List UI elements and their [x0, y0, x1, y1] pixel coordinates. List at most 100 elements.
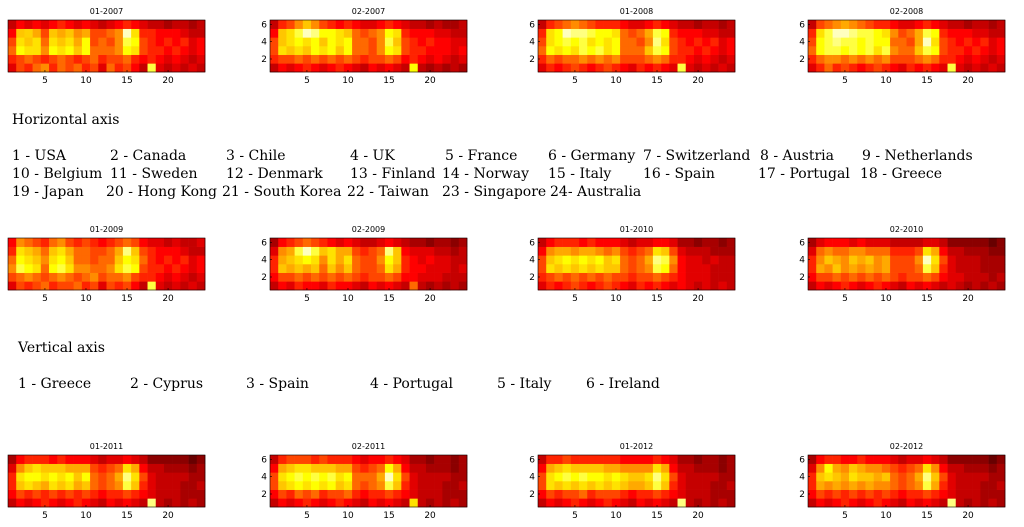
heatmap-cell — [972, 463, 981, 473]
heatmap-cell — [963, 489, 973, 499]
heatmap-cell — [376, 481, 386, 490]
heatmap-cell — [16, 246, 25, 256]
heatmap-cell — [980, 498, 989, 508]
heatmap-cell — [90, 281, 99, 291]
heatmap-cell — [188, 20, 198, 29]
heatmap-cell — [857, 455, 866, 464]
heatmap-cell — [286, 481, 295, 490]
heatmap-cell — [906, 281, 916, 291]
heatmap-cell — [620, 63, 629, 73]
heatmap-cell — [286, 455, 295, 464]
heatmap-cell — [417, 255, 427, 265]
heatmap-cell — [972, 455, 981, 464]
heatmap-cell — [972, 281, 981, 291]
heatmap-cell — [857, 28, 866, 38]
heatmap-cell — [360, 498, 369, 508]
heatmap-cell — [693, 238, 703, 247]
heatmap-cell — [155, 246, 165, 256]
heatmap-cell — [155, 489, 165, 499]
heatmap-cell — [808, 498, 817, 508]
heatmap-cell — [458, 238, 468, 247]
heatmap-cell — [816, 463, 825, 473]
heatmap-cell — [890, 481, 899, 490]
heatmap-cell — [980, 46, 989, 55]
heatmap-cell — [180, 246, 189, 256]
heatmap-cell — [570, 463, 580, 473]
heatmap-cell — [57, 63, 66, 73]
heatmap-cell — [106, 37, 116, 47]
heatmap-cell — [425, 238, 435, 247]
heatmap-cell — [16, 264, 25, 273]
heatmap-cell — [603, 20, 613, 29]
heatmap-cell — [81, 238, 91, 247]
heatmap-cell — [857, 238, 866, 247]
heatmap-cell — [963, 281, 973, 291]
heatmap-cell — [49, 28, 58, 38]
x-tick-label: 15 — [651, 511, 662, 521]
heatmap-cell — [881, 246, 891, 256]
heatmap-cell — [458, 498, 468, 508]
heatmap-cell — [294, 281, 304, 291]
heatmap-cell — [270, 489, 279, 499]
heatmap-cell — [595, 46, 604, 55]
y-tick-label: 4 — [799, 38, 805, 48]
heatmap-cell — [180, 481, 189, 490]
heatmap-cell — [881, 281, 891, 291]
heatmap-cell — [106, 472, 116, 482]
heatmap-cell — [384, 238, 394, 247]
heatmap-cell — [401, 272, 410, 282]
heatmap-cell — [40, 272, 50, 282]
heatmap-cell — [890, 455, 899, 464]
heatmap-cell — [628, 238, 637, 247]
heatmap-cell — [458, 463, 468, 473]
heatmap-cell — [587, 63, 596, 73]
heatmap-cell — [343, 46, 353, 55]
heatmap-cell — [832, 281, 842, 291]
heatmap-cell — [611, 54, 621, 64]
heatmap-cell — [163, 272, 173, 282]
heatmap-cell — [710, 498, 719, 508]
heatmap-cell — [562, 481, 572, 490]
heatmap-cell — [425, 255, 435, 265]
heatmap-cell — [636, 472, 646, 482]
heatmap-cell — [595, 28, 604, 38]
heatmap-cell — [106, 246, 116, 256]
heatmap-cell — [546, 498, 555, 508]
heatmap-cell — [922, 54, 932, 64]
heatmap-cell — [620, 281, 629, 291]
heatmap-cell — [865, 46, 874, 55]
heatmap-cell — [955, 46, 965, 55]
heatmap-cell — [417, 54, 427, 64]
heatmap-cell — [914, 238, 924, 247]
heatmap-cell — [384, 20, 394, 29]
heatmap-cell — [393, 255, 402, 265]
heatmap-cell — [294, 20, 304, 29]
heatmap-cell — [270, 246, 279, 256]
heatmap-cell — [628, 481, 637, 490]
y-tick-label: 2 — [529, 273, 535, 283]
heatmap-cell — [652, 37, 662, 47]
heatmap-cell — [677, 63, 687, 73]
heatmap-cell — [865, 472, 874, 482]
heatmap-cell — [881, 54, 891, 64]
heatmap-cell — [98, 63, 107, 73]
heatmap-cell — [311, 264, 320, 273]
heatmap-cell — [865, 455, 874, 464]
heatmap-cell — [311, 489, 320, 499]
heatmap-cell — [163, 489, 173, 499]
heatmap-cell — [661, 238, 670, 247]
heatmap-cell — [8, 246, 17, 256]
heatmap-cell — [278, 238, 287, 247]
heatmap-cell — [90, 246, 99, 256]
heatmap-cell — [898, 463, 907, 473]
heatmap-cell — [546, 63, 555, 73]
heatmap-cell — [849, 463, 858, 473]
heatmap-cell — [873, 281, 883, 291]
heatmap-cell — [693, 46, 703, 55]
heatmap-cell — [32, 63, 42, 73]
panel-title: 01-2009 — [90, 225, 123, 234]
heatmap-cell — [360, 46, 369, 55]
y-tick-label: 6 — [529, 455, 535, 465]
heatmap-cell — [661, 54, 670, 64]
heatmap-cell — [180, 28, 189, 38]
